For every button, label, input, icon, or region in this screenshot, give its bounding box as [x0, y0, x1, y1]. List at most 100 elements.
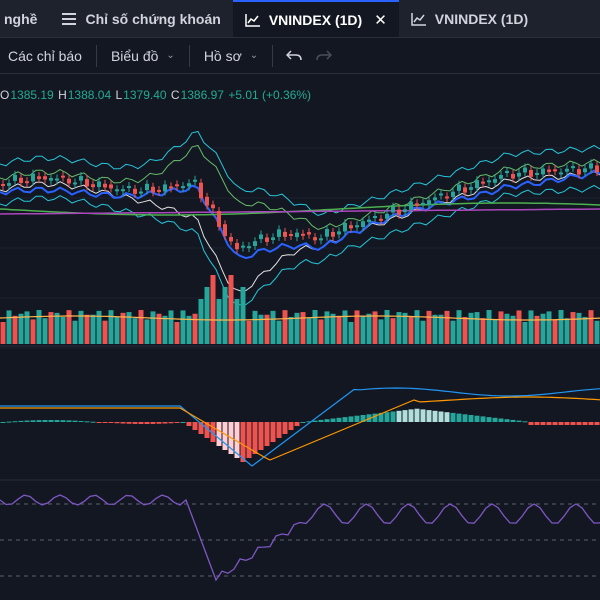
tab-chi-so-chung-khoan[interactable]: Chỉ số chứng khoán	[49, 0, 232, 37]
candle-body	[337, 231, 341, 235]
candle-body	[349, 225, 353, 229]
macd-histogram-bar	[318, 419, 324, 422]
volume-bar	[144, 319, 150, 344]
volume-bar	[216, 299, 222, 344]
volume-bar	[576, 312, 582, 344]
candle-body	[175, 184, 179, 187]
low-key: L	[115, 88, 123, 102]
volume-bar	[264, 314, 270, 344]
candle-body	[541, 168, 545, 175]
volume-bar	[282, 310, 288, 344]
macd-histogram-bar	[588, 422, 594, 425]
candle-body	[79, 176, 83, 181]
macd-histogram-bar	[0, 422, 6, 423]
undo-button[interactable]	[279, 38, 309, 73]
macd-histogram-bar	[12, 421, 18, 423]
macd-histogram-bar	[252, 422, 258, 454]
candle-body	[595, 165, 599, 173]
candle-body	[271, 237, 275, 241]
macd-histogram-bar	[60, 420, 66, 422]
volume-bars	[0, 275, 600, 344]
candle-body	[289, 234, 293, 237]
volume-bar	[108, 310, 114, 344]
tab-vnindex-active[interactable]: VNINDEX (1D) ✕	[232, 0, 399, 37]
indicators-button[interactable]: Các chỉ báo	[0, 38, 90, 73]
macd-histogram-bar	[576, 422, 582, 425]
macd-histogram-bar	[390, 411, 396, 422]
volume-bar	[480, 318, 486, 344]
macd-histogram-bar	[582, 422, 588, 425]
rsi-line	[0, 494, 600, 582]
macd-histogram-bar	[456, 413, 462, 422]
candle-body	[571, 166, 575, 169]
macd-histogram-bar	[120, 422, 126, 424]
profile-dropdown[interactable]: Hồ sơ ⌄	[196, 38, 266, 73]
macd-histogram-bar	[96, 422, 102, 423]
candle-body	[505, 170, 509, 174]
volume-bar	[492, 319, 498, 344]
tab-label: VNINDEX (1D)	[434, 10, 529, 27]
candle-body	[343, 222, 347, 232]
macd-histogram-bar	[144, 422, 150, 424]
upper-band-line	[0, 130, 600, 217]
macd-histogram-bar	[300, 422, 306, 423]
candle-body	[481, 181, 485, 184]
candle-body	[133, 188, 137, 194]
candle-body	[163, 184, 167, 192]
volume-bar	[258, 314, 264, 344]
volume-bar	[420, 320, 426, 344]
tab-nghe[interactable]: nghề	[0, 0, 49, 37]
envelope-line	[0, 170, 600, 292]
candle-body	[325, 228, 329, 237]
candle-body	[451, 191, 455, 197]
candle-body	[139, 191, 143, 194]
close-key: C	[170, 88, 180, 102]
close-icon[interactable]: ✕	[374, 11, 387, 29]
candle-body	[1, 184, 5, 186]
macd-histogram-bar	[162, 422, 168, 424]
volume-bar	[432, 314, 438, 344]
volume-bar	[438, 314, 444, 344]
macd-histogram-bar	[384, 412, 390, 422]
volume-bar	[594, 320, 600, 344]
tab-vnindex[interactable]: VNINDEX (1D)	[399, 0, 540, 37]
volume-bar	[354, 310, 360, 344]
volume-bar	[48, 312, 54, 344]
macd-histogram-bar	[84, 421, 90, 423]
profile-label: Hồ sơ	[203, 47, 242, 64]
volume-bar	[516, 310, 522, 344]
chart-toolbar: Các chỉ báo Biểu đồ ⌄ Hồ sơ ⌄	[0, 38, 600, 74]
close-value: 1386.97	[180, 88, 224, 102]
candle-body	[217, 211, 221, 227]
volume-bar	[582, 316, 588, 344]
chart-type-dropdown[interactable]: Biểu đồ ⌄	[103, 38, 183, 73]
candle-body	[37, 176, 41, 180]
open-key: O	[0, 88, 10, 102]
macd-histogram-bar	[504, 419, 510, 422]
macd-histogram-bar	[402, 410, 408, 422]
redo-button[interactable]	[309, 38, 339, 73]
candle-body	[205, 196, 209, 206]
macd-histogram-bar	[324, 419, 330, 422]
macd-histogram-bar	[246, 422, 252, 458]
macd-histogram-bar	[66, 420, 72, 422]
volume-bar	[0, 322, 6, 344]
macd-histogram-bar	[42, 420, 48, 422]
volume-bar	[246, 320, 252, 344]
macd-histogram-bar	[48, 420, 54, 422]
volume-bar	[276, 320, 282, 344]
macd-histogram-bar	[486, 417, 492, 422]
volume-bar	[450, 320, 456, 344]
volume-bar	[378, 319, 384, 344]
macd-histogram-bar	[192, 422, 198, 430]
candle-body	[259, 234, 263, 240]
macd-histogram-bar	[510, 419, 516, 422]
macd-histogram-bar	[372, 413, 378, 422]
open-value: 1385.19	[10, 88, 54, 102]
price-chart[interactable]	[0, 74, 600, 600]
candle-body	[475, 180, 479, 189]
high-value: 1388.04	[67, 88, 112, 102]
tab-label: nghề	[4, 10, 38, 27]
macd-histogram-bar	[216, 422, 222, 446]
macd-histogram-bar	[564, 422, 570, 425]
